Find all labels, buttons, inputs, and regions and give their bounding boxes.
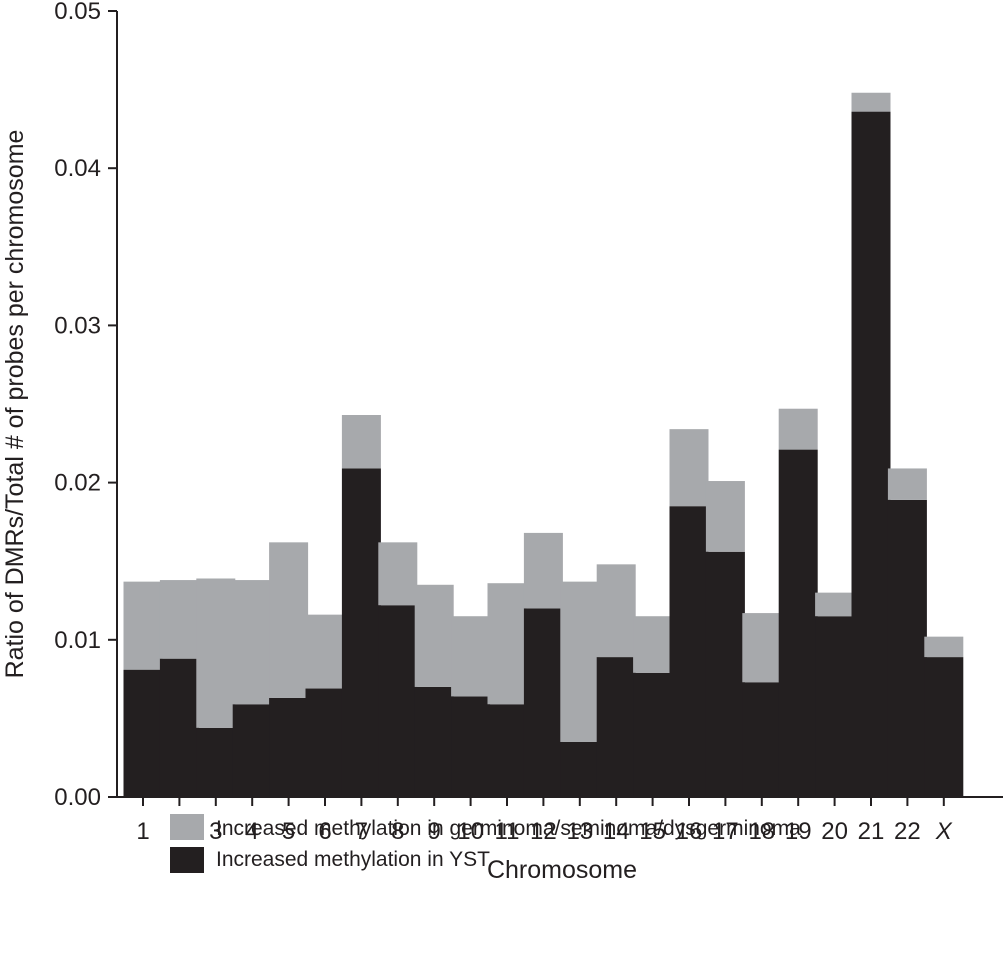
bar-germinoma-X	[924, 636, 964, 658]
y-tick-label: 0.05	[54, 0, 101, 25]
x-tick-label-10: 10	[457, 818, 484, 845]
x-tick-label-17: 17	[712, 818, 739, 845]
legend-swatch-yst	[170, 847, 204, 873]
bar-germinoma-21	[851, 92, 891, 112]
x-tick-label-15: 15	[639, 818, 666, 845]
y-axis-ticks: 0.00 0.01 0.02 0.03 0.04 0.05	[54, 0, 117, 811]
x-tick-label-22: 22	[894, 818, 921, 845]
bar-germinoma-17	[705, 481, 745, 552]
x-tick-label-4: 4	[246, 818, 259, 845]
bar-yst-17	[705, 551, 745, 797]
y-tick-label: 0.01	[54, 627, 101, 654]
bar-yst-19	[778, 449, 818, 797]
bar-germinoma-3	[196, 578, 236, 728]
bar-germinoma-1	[123, 581, 163, 670]
x-tick-label-6: 6	[318, 818, 331, 845]
bar-germinoma-11	[487, 583, 527, 705]
bar-germinoma-2	[159, 580, 199, 659]
x-tick-label-7: 7	[355, 818, 368, 845]
x-tick-label-16: 16	[676, 818, 703, 845]
bar-yst-21	[851, 111, 891, 797]
bar-yst-14	[596, 657, 636, 797]
x-tick-label-5: 5	[282, 818, 295, 845]
bar-germinoma-16	[669, 429, 709, 507]
bar-yst-13	[560, 741, 600, 797]
x-tick-label-9: 9	[428, 818, 441, 845]
x-tick-label-8: 8	[391, 818, 404, 845]
bar-yst-9	[414, 686, 454, 797]
bar-germinoma-8	[378, 542, 418, 606]
bar-yst-15	[633, 672, 673, 797]
y-tick-label: 0.02	[54, 470, 101, 497]
bar-germinoma-6	[305, 614, 345, 689]
bar-yst-3	[196, 727, 236, 797]
bar-germinoma-15	[633, 616, 673, 673]
bar-germinoma-22	[887, 468, 927, 500]
x-tick-label-11: 11	[495, 818, 520, 845]
bar-germinoma-14	[596, 564, 636, 658]
bar-yst-X	[924, 657, 964, 797]
x-tick-label-1: 1	[136, 818, 149, 845]
y-tick-label: 0.03	[54, 312, 101, 339]
bar-yst-16	[669, 506, 709, 797]
legend: Increased methylation in germinoma/semin…	[170, 814, 801, 873]
bar-yst-8	[378, 605, 418, 797]
bar-yst-11	[487, 704, 527, 797]
legend-label-yst: Increased methylation in YST	[216, 848, 490, 871]
bar-yst-2	[159, 658, 199, 797]
legend-swatch-germinoma	[170, 814, 204, 840]
bar-yst-6	[305, 688, 345, 797]
bar-germinoma-18	[742, 613, 782, 683]
y-tick-label: 0.04	[54, 155, 101, 182]
bar-group	[123, 92, 964, 797]
bar-germinoma-5	[269, 542, 309, 698]
bar-yst-20	[815, 616, 855, 797]
x-tick-label-19: 19	[785, 818, 812, 845]
bar-germinoma-4	[232, 580, 272, 705]
bar-germinoma-20	[815, 592, 855, 617]
bar-germinoma-7	[341, 415, 381, 469]
bar-yst-12	[523, 608, 563, 797]
x-tick-label-12: 12	[530, 818, 557, 845]
legend-label-germinoma: Increased methylation in germinoma/semin…	[216, 817, 801, 840]
bar-yst-18	[742, 682, 782, 797]
x-tick-label-21: 21	[858, 818, 885, 845]
y-tick-label: 0.00	[54, 784, 101, 811]
x-tick-label-18: 18	[748, 818, 775, 845]
bar-yst-22	[887, 499, 927, 797]
x-tick-label-X: X	[935, 818, 953, 845]
bar-yst-10	[451, 696, 491, 797]
bar-germinoma-9	[414, 584, 454, 687]
x-tick-label-20: 20	[821, 818, 848, 845]
bar-yst-1	[123, 669, 163, 797]
bar-germinoma-10	[451, 616, 491, 697]
bar-yst-4	[232, 704, 272, 797]
bar-germinoma-19	[778, 408, 818, 450]
bar-germinoma-12	[523, 532, 563, 609]
x-axis-title: Chromosome	[487, 856, 637, 884]
y-axis-title: Ratio of DMRs/Total # of probes per chro…	[1, 130, 29, 679]
x-tick-label-13: 13	[566, 818, 593, 845]
bar-yst-5	[269, 697, 309, 797]
bar-yst-7	[341, 468, 381, 797]
bar-germinoma-13	[560, 581, 600, 742]
x-tick-label-3: 3	[209, 818, 222, 845]
x-tick-label-14: 14	[603, 818, 630, 845]
